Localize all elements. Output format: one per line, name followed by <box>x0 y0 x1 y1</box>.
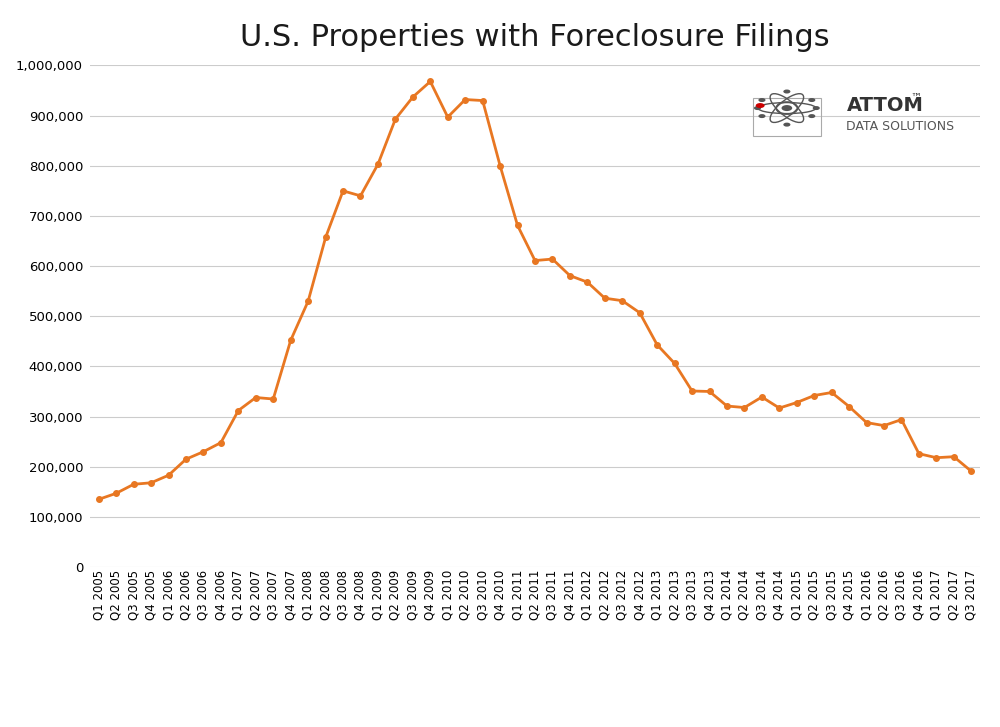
Circle shape <box>756 103 765 108</box>
Title: U.S. Properties with Foreclosure Filings: U.S. Properties with Foreclosure Filings <box>240 23 830 52</box>
Circle shape <box>808 98 815 102</box>
Text: DATA SOLUTIONS: DATA SOLUTIONS <box>846 120 955 132</box>
Circle shape <box>808 114 815 118</box>
Circle shape <box>758 98 766 102</box>
Circle shape <box>783 123 790 126</box>
Text: ™: ™ <box>911 93 922 103</box>
Circle shape <box>754 106 761 110</box>
Circle shape <box>813 106 820 110</box>
Circle shape <box>758 114 766 118</box>
Circle shape <box>782 105 792 111</box>
Circle shape <box>783 89 790 94</box>
Text: ATTOM: ATTOM <box>846 95 923 115</box>
